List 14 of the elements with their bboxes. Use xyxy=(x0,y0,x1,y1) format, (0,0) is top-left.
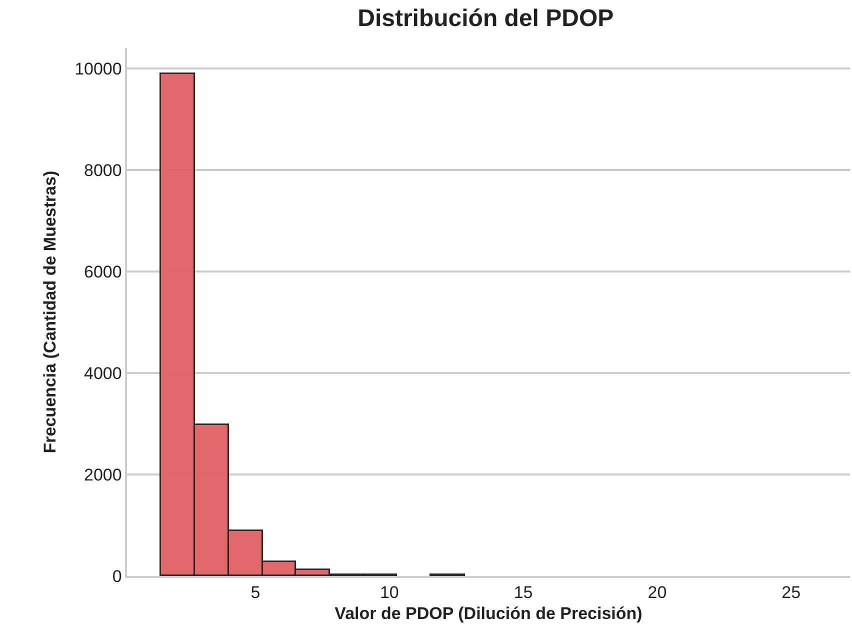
y-tick-label: 0 xyxy=(112,566,122,586)
y-tick-label: 8000 xyxy=(84,160,122,180)
x-axis-title: Valor de PDOP (Dilución de Precisión) xyxy=(334,604,642,624)
x-tick-label: 20 xyxy=(648,583,667,602)
y-tick-label: 10000 xyxy=(74,59,122,78)
y-tick-label: 2000 xyxy=(84,465,122,484)
chart-title: Distribución del PDOP xyxy=(358,5,614,32)
x-tick-label: 15 xyxy=(514,583,533,602)
y-tick-label: 4000 xyxy=(84,364,122,383)
x-tick-label: 25 xyxy=(782,583,801,602)
x-tick-label: 5 xyxy=(250,583,260,602)
x-tick-label: 10 xyxy=(380,583,399,602)
y-tick-label: 6000 xyxy=(84,262,122,282)
y-axis-title: Frecuencia (Cantidad de Muestras) xyxy=(40,170,60,454)
